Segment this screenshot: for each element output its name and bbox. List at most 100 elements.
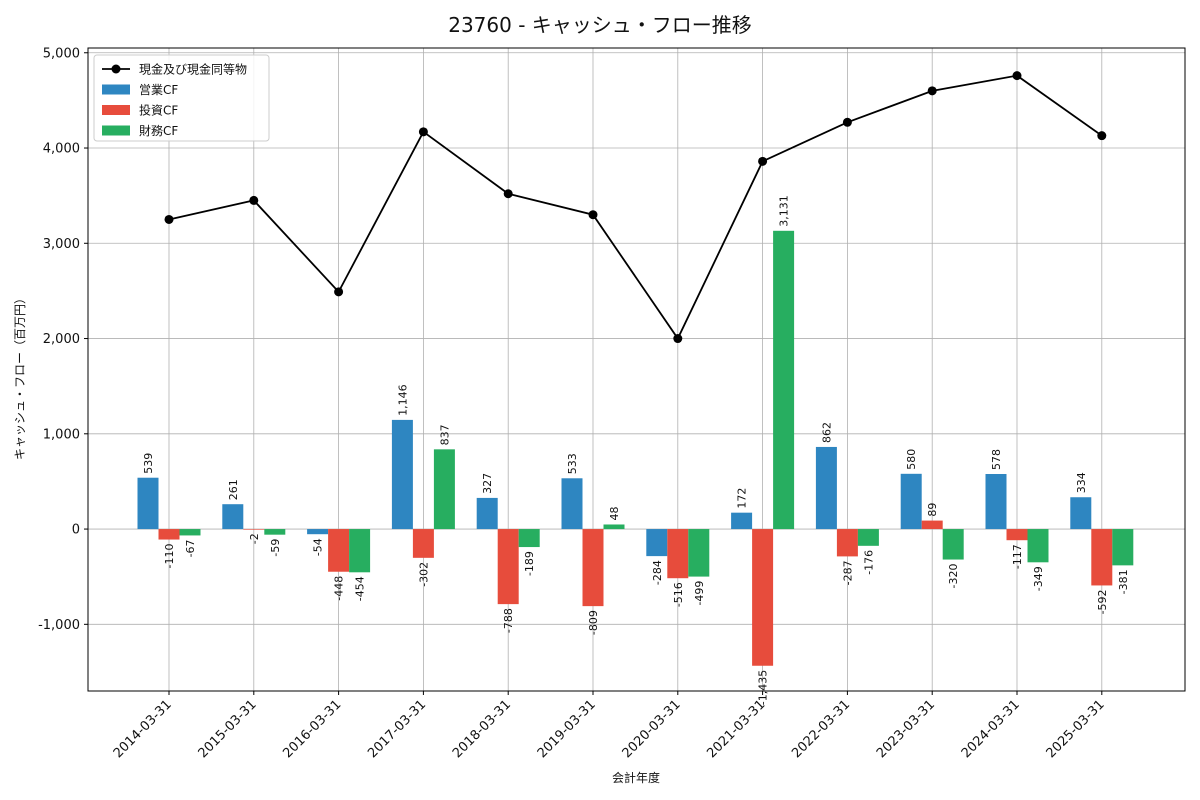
bar-value-label: 580	[905, 449, 918, 470]
bar-2-9	[942, 529, 964, 560]
bar-0-6	[646, 529, 668, 557]
bar-0-1	[222, 504, 244, 530]
bar-value-label: -499	[693, 581, 706, 606]
bar-value-label: 89	[926, 503, 939, 517]
cash-point	[758, 156, 768, 166]
bar-1-2	[328, 529, 350, 572]
y-tick-label: 2,000	[43, 332, 80, 347]
bar-0-7	[731, 512, 753, 530]
bar-value-label: -381	[1117, 569, 1130, 594]
x-tick-label: 2024-03-31	[959, 697, 1023, 761]
bar-value-label: -67	[184, 539, 197, 557]
bar-value-label: 539	[142, 453, 155, 474]
bar-2-11	[1112, 529, 1134, 566]
bar-value-label: 48	[608, 506, 621, 520]
bar-value-label: -189	[523, 551, 536, 576]
legend-entry-label: 投資CF	[139, 103, 178, 118]
bar-value-label: -54	[312, 538, 325, 556]
x-tick-label: 2014-03-31	[111, 697, 175, 761]
bar-1-6	[667, 529, 689, 579]
bar-value-label: 334	[1075, 472, 1088, 493]
bar-value-label: -349	[1032, 566, 1045, 591]
bar-value-label: -176	[862, 550, 875, 575]
y-tick-label: 1,000	[43, 427, 80, 442]
y-tick-label: 3,000	[43, 237, 80, 252]
y-tick-label: -1,000	[38, 618, 80, 633]
bar-2-10	[1027, 529, 1049, 563]
bar-value-label: -2	[248, 533, 261, 544]
bar-0-5	[561, 478, 583, 530]
x-tick-label: 2018-03-31	[450, 697, 514, 761]
bar-0-2	[307, 529, 329, 535]
legend-entry-label: 現金及び現金同等物	[139, 62, 247, 77]
plot-frame	[87, 47, 1186, 692]
bar-0-11	[1070, 497, 1092, 530]
y-axis-ticks: -1,000 0 1,000 2,000 3,000 4,000 5,000	[38, 46, 88, 633]
bar-2-2	[349, 529, 371, 573]
bar-0-10	[985, 473, 1007, 530]
bar-1-11	[1091, 529, 1113, 586]
bar-value-label: -592	[1096, 589, 1109, 614]
legend-box	[93, 54, 270, 142]
bar-2-7	[773, 230, 795, 530]
bar-1-5	[582, 529, 604, 607]
bar-value-label: -284	[651, 560, 664, 585]
bar-1-9	[921, 520, 943, 530]
x-tick-label: 2019-03-31	[535, 697, 599, 761]
bar-0-9	[900, 473, 922, 530]
bar-1-1	[243, 529, 265, 530]
x-tick-label: 2021-03-31	[704, 697, 768, 761]
bar-value-label: -302	[417, 562, 430, 587]
bar-value-label: 837	[438, 424, 451, 445]
x-axis-ticks: 2014-03-31 2015-03-31 2016-03-31 2017-03-31…	[111, 691, 1108, 761]
x-tick-label: 2016-03-31	[280, 697, 344, 761]
cash-point	[1012, 71, 1022, 81]
grid-layer	[88, 48, 1185, 691]
bar-0-0	[137, 477, 159, 530]
bar-value-label: 172	[736, 488, 749, 509]
cash-point	[334, 287, 344, 297]
bars-layer	[137, 230, 1134, 666]
legend-entry-label: 財務CF	[139, 123, 178, 138]
legend-bar-swatch	[102, 84, 130, 95]
cash-point	[164, 214, 174, 224]
cash-point	[842, 117, 852, 127]
y-axis-label: キャッシュ・フロー（百万円）	[13, 292, 27, 460]
legend-marker	[111, 64, 121, 74]
bar-2-5	[603, 524, 625, 530]
bar-1-4	[497, 529, 519, 605]
y-tick-label: 4,000	[43, 142, 80, 157]
x-tick-label: 2020-03-31	[620, 697, 684, 761]
bar-value-label: 578	[990, 449, 1003, 470]
legend-entry-label: 営業CF	[139, 83, 178, 97]
bar-2-8	[857, 529, 879, 546]
bar-1-0	[158, 529, 180, 540]
bar-value-label: -454	[354, 576, 367, 601]
x-tick-label: 2022-03-31	[789, 697, 853, 761]
bar-value-label: 862	[820, 422, 833, 443]
bar-value-label: -110	[163, 544, 176, 569]
bar-value-label: -809	[587, 610, 600, 635]
bar-2-4	[518, 529, 540, 548]
cash-line	[168, 74, 1103, 341]
bar-value-label: -1,435	[757, 670, 770, 705]
x-tick-label: 2023-03-31	[874, 697, 938, 761]
bar-value-label: -287	[841, 560, 854, 585]
bar-1-8	[836, 529, 858, 557]
cash-point	[673, 334, 683, 344]
cash-point	[927, 86, 937, 96]
bar-0-3	[391, 419, 413, 530]
bar-value-label: 3,131	[778, 195, 791, 227]
bar-2-1	[264, 529, 286, 535]
cash-point	[588, 210, 598, 220]
x-axis-label: 会計年度	[612, 770, 660, 785]
bar-2-0	[179, 529, 201, 536]
bar-2-3	[433, 449, 455, 530]
bar-0-8	[815, 446, 837, 530]
cash-point	[503, 189, 513, 199]
bar-1-10	[1006, 529, 1028, 541]
bar-0-4	[476, 497, 498, 530]
x-tick-label: 2017-03-31	[365, 697, 429, 761]
